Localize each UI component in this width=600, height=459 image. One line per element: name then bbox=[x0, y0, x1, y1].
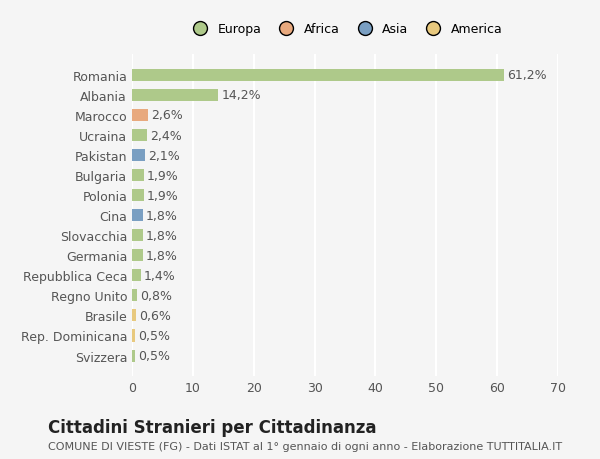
Bar bbox=[132, 70, 505, 82]
Bar bbox=[132, 130, 146, 142]
Legend: Europa, Africa, Asia, America: Europa, Africa, Asia, America bbox=[184, 20, 506, 40]
Text: 1,9%: 1,9% bbox=[146, 169, 178, 182]
Bar bbox=[132, 110, 148, 122]
Bar bbox=[132, 290, 137, 302]
Text: 2,4%: 2,4% bbox=[149, 129, 181, 142]
Text: 1,9%: 1,9% bbox=[146, 189, 178, 202]
Text: 2,1%: 2,1% bbox=[148, 149, 179, 162]
Text: 1,4%: 1,4% bbox=[143, 269, 175, 282]
Text: COMUNE DI VIESTE (FG) - Dati ISTAT al 1° gennaio di ogni anno - Elaborazione TUT: COMUNE DI VIESTE (FG) - Dati ISTAT al 1°… bbox=[48, 441, 562, 451]
Bar bbox=[132, 330, 135, 342]
Text: 14,2%: 14,2% bbox=[221, 89, 261, 102]
Text: 1,8%: 1,8% bbox=[146, 249, 178, 262]
Text: 1,8%: 1,8% bbox=[146, 229, 178, 242]
Bar bbox=[132, 250, 143, 262]
Bar bbox=[132, 210, 143, 222]
Text: 0,8%: 0,8% bbox=[140, 289, 172, 302]
Bar bbox=[132, 170, 143, 182]
Text: 1,8%: 1,8% bbox=[146, 209, 178, 222]
Text: 0,5%: 0,5% bbox=[138, 349, 170, 362]
Text: 0,6%: 0,6% bbox=[139, 309, 170, 322]
Bar bbox=[132, 190, 143, 202]
Text: 2,6%: 2,6% bbox=[151, 109, 182, 122]
Text: Cittadini Stranieri per Cittadinanza: Cittadini Stranieri per Cittadinanza bbox=[48, 418, 377, 436]
Text: 61,2%: 61,2% bbox=[508, 69, 547, 82]
Bar bbox=[132, 230, 143, 242]
Bar bbox=[132, 270, 140, 282]
Bar bbox=[132, 310, 136, 322]
Text: 0,5%: 0,5% bbox=[138, 329, 170, 342]
Bar bbox=[132, 150, 145, 162]
Bar bbox=[132, 350, 135, 362]
Bar bbox=[132, 90, 218, 102]
